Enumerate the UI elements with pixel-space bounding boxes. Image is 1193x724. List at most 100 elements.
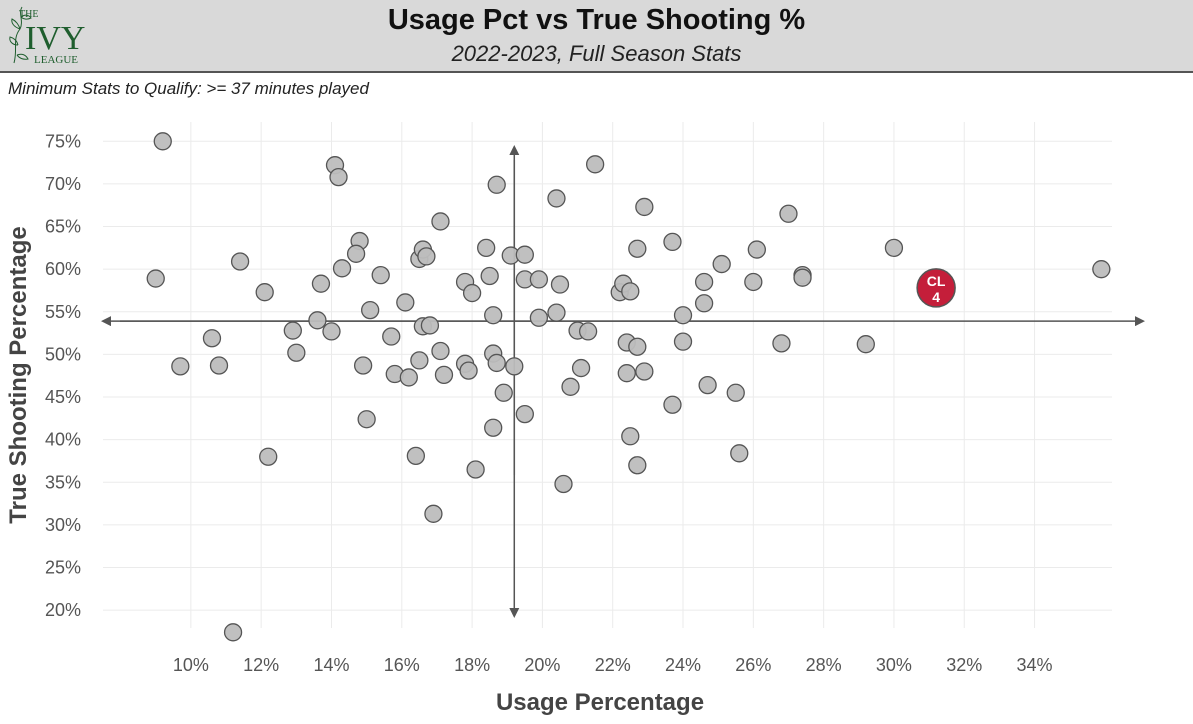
data-point bbox=[287, 343, 306, 362]
data-point bbox=[578, 322, 598, 341]
logo-text-bottom: LEAGUE bbox=[34, 54, 78, 66]
data-point bbox=[420, 316, 440, 335]
data-point bbox=[171, 357, 190, 376]
data-point bbox=[487, 175, 506, 194]
x-tick-label: 34% bbox=[1017, 655, 1053, 675]
data-point bbox=[332, 259, 352, 278]
chart-title: Usage Pct vs True Shooting % bbox=[387, 4, 806, 36]
data-point bbox=[856, 335, 875, 354]
data-point bbox=[663, 232, 682, 252]
data-point bbox=[487, 353, 506, 373]
data-point bbox=[547, 303, 566, 322]
ivy-league-logo: THE IVY LEAGUE bbox=[9, 6, 85, 66]
data-point bbox=[431, 212, 450, 231]
data-point bbox=[635, 197, 654, 217]
x-tick-label: 24% bbox=[665, 655, 701, 675]
data-point bbox=[712, 254, 731, 274]
data-point bbox=[480, 266, 499, 286]
data-point bbox=[353, 356, 373, 375]
data-point bbox=[346, 244, 366, 263]
highlight-point: CL 4 bbox=[916, 268, 956, 308]
data-point bbox=[283, 321, 302, 340]
data-point bbox=[329, 167, 348, 187]
x-tick-label: 26% bbox=[735, 655, 771, 675]
data-point bbox=[399, 368, 418, 387]
data-point bbox=[311, 274, 331, 293]
data-point bbox=[146, 269, 165, 288]
data-point bbox=[529, 270, 549, 289]
x-axis-title: Usage Percentage bbox=[496, 689, 704, 716]
data-point bbox=[431, 341, 450, 361]
x-tick-label: 28% bbox=[806, 655, 842, 675]
data-point bbox=[382, 327, 401, 346]
y-tick-label: 65% bbox=[45, 217, 81, 237]
data-point bbox=[259, 447, 278, 466]
data-point bbox=[371, 265, 390, 285]
chart-subtitle: 2022-2023, Full Season Stats bbox=[451, 41, 742, 66]
data-point bbox=[779, 204, 798, 223]
header-banner: THE IVY LEAGUE Usage Pct vs True Shootin… bbox=[0, 0, 1193, 73]
data-point bbox=[505, 357, 524, 376]
grid-layer bbox=[103, 122, 1112, 628]
data-points bbox=[146, 132, 1111, 642]
x-tick-label: 14% bbox=[313, 655, 349, 675]
data-point bbox=[585, 155, 605, 174]
y-tick-label: 25% bbox=[45, 558, 81, 578]
data-point bbox=[515, 404, 534, 424]
x-tick-label: 10% bbox=[173, 655, 209, 675]
data-point bbox=[747, 240, 766, 259]
data-point bbox=[202, 329, 222, 348]
data-point bbox=[515, 245, 534, 264]
highlight-label-line1: CL bbox=[927, 273, 946, 289]
data-point bbox=[396, 293, 415, 312]
x-tick-label: 18% bbox=[454, 655, 490, 675]
data-point bbox=[357, 410, 376, 429]
data-point bbox=[255, 283, 274, 302]
data-point bbox=[209, 356, 229, 375]
x-tick-label: 22% bbox=[595, 655, 631, 675]
data-point bbox=[153, 132, 172, 151]
y-tick-label: 70% bbox=[45, 174, 81, 194]
data-point bbox=[744, 272, 763, 292]
data-point bbox=[554, 474, 573, 494]
data-point bbox=[322, 322, 341, 341]
data-point bbox=[694, 272, 714, 292]
x-tick-label: 16% bbox=[384, 655, 420, 675]
data-point bbox=[635, 362, 654, 381]
data-point bbox=[547, 189, 566, 208]
y-axis-title: True Shooting Percentage bbox=[5, 226, 32, 523]
data-point bbox=[617, 364, 636, 383]
y-tick-label: 30% bbox=[45, 515, 81, 535]
x-tick-label: 12% bbox=[243, 655, 279, 675]
logo-text-main: IVY bbox=[25, 20, 85, 57]
data-point bbox=[673, 332, 693, 351]
data-point bbox=[772, 334, 791, 353]
data-point bbox=[462, 283, 482, 303]
data-point bbox=[424, 504, 443, 523]
y-tick-label: 35% bbox=[45, 472, 81, 492]
data-point bbox=[884, 238, 904, 258]
data-point bbox=[628, 456, 647, 475]
data-point bbox=[621, 282, 640, 301]
x-tick-label: 32% bbox=[946, 655, 982, 675]
data-point bbox=[230, 252, 250, 271]
data-point bbox=[663, 395, 682, 414]
data-point bbox=[694, 294, 714, 313]
y-tick-label: 75% bbox=[45, 131, 81, 151]
tick-labels: 10% 12% 14% 16% 18% 20% 22% 24% 26% 28% 30% 32% 34% 2… bbox=[45, 131, 1053, 675]
data-point bbox=[628, 239, 647, 258]
data-point bbox=[459, 361, 478, 380]
data-point bbox=[361, 300, 380, 320]
data-point bbox=[571, 358, 591, 378]
y-tick-label: 55% bbox=[45, 302, 81, 322]
data-point bbox=[673, 306, 693, 325]
data-point bbox=[550, 275, 570, 294]
qualification-note: Minimum Stats to Qualify: >= 37 minutes … bbox=[8, 79, 369, 98]
data-point bbox=[484, 418, 503, 437]
data-point bbox=[484, 306, 503, 325]
y-tick-label: 40% bbox=[45, 430, 81, 450]
data-point bbox=[726, 383, 745, 402]
data-point bbox=[406, 446, 426, 466]
data-point bbox=[477, 238, 496, 258]
data-point bbox=[529, 308, 549, 327]
